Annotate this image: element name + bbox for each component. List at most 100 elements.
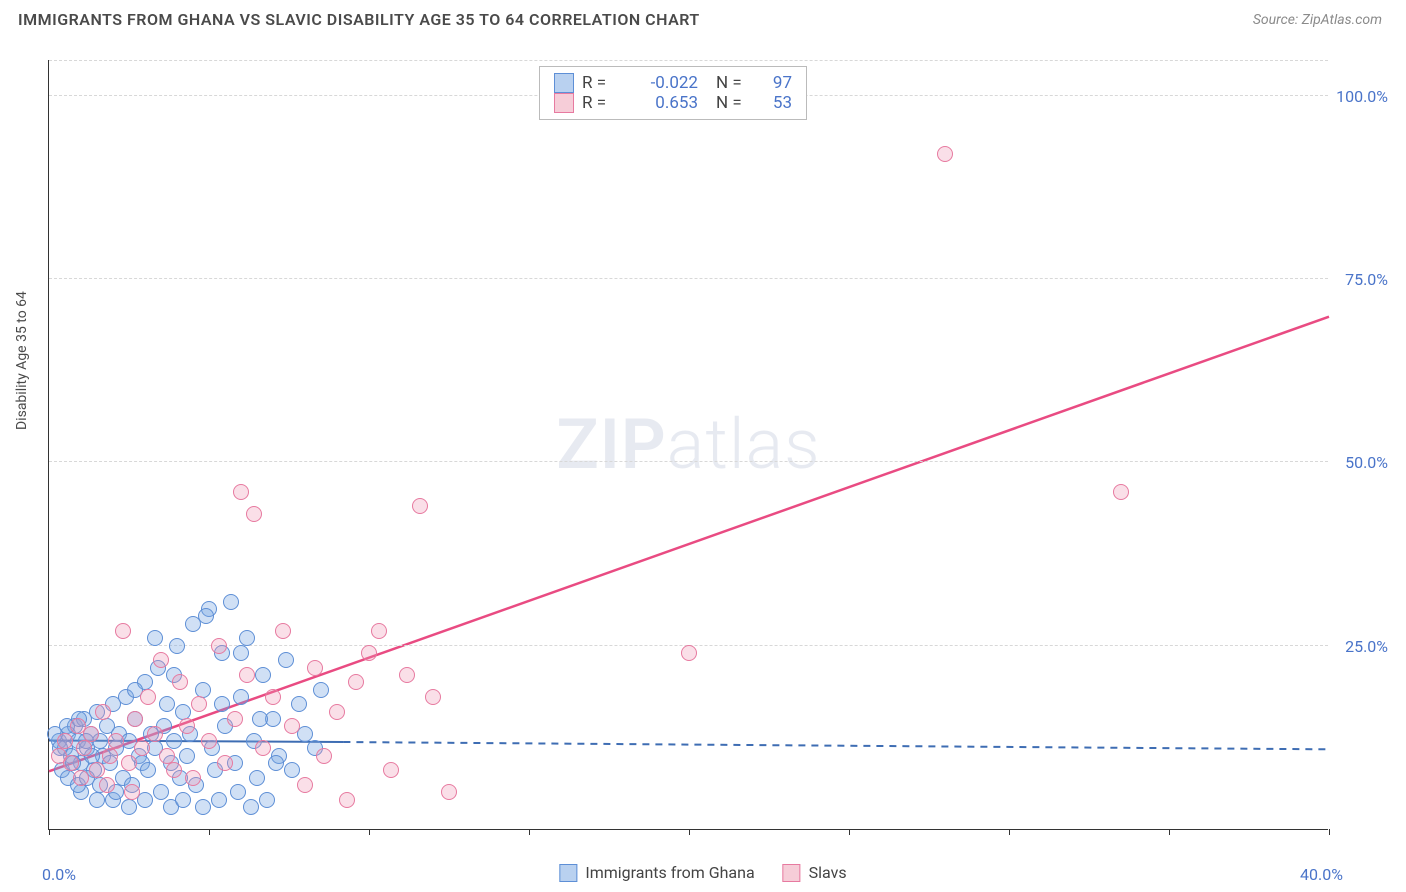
slavs-point xyxy=(412,498,428,514)
slavs-point xyxy=(153,652,169,668)
slavs-point xyxy=(425,689,441,705)
slavs-point xyxy=(681,645,697,661)
slavs-point xyxy=(89,762,105,778)
slavs-point xyxy=(339,792,355,808)
slavs-point xyxy=(108,733,124,749)
slavs-point xyxy=(255,740,271,756)
slavs-point xyxy=(76,740,92,756)
legend-n-label: N = xyxy=(716,93,750,113)
legend-swatch xyxy=(559,864,577,882)
legend-corr-row: R = 0.653 N = 53 xyxy=(554,93,792,113)
y-tick-label: 50.0% xyxy=(1345,453,1388,472)
slavs-point xyxy=(121,755,137,771)
slavs-point xyxy=(265,689,281,705)
slavs-point xyxy=(134,740,150,756)
chart-plot-area: ZIPatlas R = -0.022 N = 97 R = 0.653 N = 53 xyxy=(48,60,1328,830)
legend-series: Immigrants from Ghana Slavs xyxy=(559,863,846,882)
ghana-point xyxy=(214,696,230,712)
source-attribution: Source: ZipAtlas.com xyxy=(1253,12,1382,28)
slavs-point xyxy=(371,623,387,639)
ghana-point xyxy=(249,770,265,786)
ghana-point xyxy=(252,711,268,727)
ghana-point xyxy=(278,652,294,668)
legend-swatch xyxy=(783,864,801,882)
slavs-point xyxy=(217,755,233,771)
x-tick xyxy=(849,829,850,835)
slavs-point xyxy=(233,484,249,500)
ghana-point xyxy=(255,667,271,683)
ghana-point xyxy=(169,638,185,654)
x-tick-label: 0.0% xyxy=(42,865,76,884)
ghana-point xyxy=(284,762,300,778)
slavs-point xyxy=(191,696,207,712)
y-axis-label: Disability Age 35 to 64 xyxy=(14,291,30,430)
ghana-point xyxy=(268,755,284,771)
slavs-point xyxy=(329,704,345,720)
ghana-point xyxy=(291,696,307,712)
legend-n-value: 53 xyxy=(758,93,792,113)
slavs-point xyxy=(239,667,255,683)
x-tick xyxy=(1329,829,1330,835)
slavs-point xyxy=(115,623,131,639)
legend-r-label: R = xyxy=(582,93,618,113)
ghana-point xyxy=(198,608,214,624)
legend-correlation: R = -0.022 N = 97 R = 0.653 N = 53 xyxy=(539,66,807,120)
ghana-point xyxy=(140,762,156,778)
slavs-point xyxy=(297,777,313,793)
ghana-point xyxy=(195,682,211,698)
gridline xyxy=(49,60,1328,61)
slavs-point xyxy=(127,711,143,727)
slavs-point xyxy=(166,762,182,778)
slavs-point xyxy=(937,146,953,162)
ghana-point xyxy=(179,748,195,764)
slavs-point xyxy=(172,674,188,690)
slavs-point xyxy=(159,748,175,764)
x-tick xyxy=(689,829,690,835)
legend-series-label: Immigrants from Ghana xyxy=(585,863,754,882)
slavs-point xyxy=(441,784,457,800)
slavs-point xyxy=(227,711,243,727)
slavs-point xyxy=(316,748,332,764)
ghana-point xyxy=(166,733,182,749)
ghana-point xyxy=(313,682,329,698)
x-tick xyxy=(209,829,210,835)
slavs-point xyxy=(63,755,79,771)
slavs-point xyxy=(201,733,217,749)
watermark: ZIPatlas xyxy=(556,404,820,486)
gridline xyxy=(49,461,1328,462)
x-tick xyxy=(369,829,370,835)
ghana-point xyxy=(233,645,249,661)
slavs-point xyxy=(95,704,111,720)
ghana-point xyxy=(211,792,227,808)
legend-swatch xyxy=(554,93,574,113)
ghana-point xyxy=(195,799,211,815)
ghana-point xyxy=(147,630,163,646)
legend-r-label: R = xyxy=(582,73,618,93)
slavs-point xyxy=(399,667,415,683)
legend-r-value: -0.022 xyxy=(626,73,698,93)
legend-r-value: 0.653 xyxy=(626,93,698,113)
ghana-point xyxy=(159,696,175,712)
ghana-point xyxy=(243,799,259,815)
slavs-point xyxy=(102,748,118,764)
slavs-point xyxy=(307,660,323,676)
chart-title: IMMIGRANTS FROM GHANA VS SLAVIC DISABILI… xyxy=(18,10,700,29)
slavs-point xyxy=(83,726,99,742)
y-tick-label: 100.0% xyxy=(1336,87,1388,106)
ghana-point xyxy=(153,784,169,800)
legend-n-label: N = xyxy=(716,73,750,93)
legend-series-label: Slavs xyxy=(809,863,847,882)
x-tick xyxy=(1169,829,1170,835)
slavs-point xyxy=(57,733,73,749)
gridline xyxy=(49,278,1328,279)
slavs-point xyxy=(147,726,163,742)
legend-swatch xyxy=(554,73,574,93)
slavs-point xyxy=(348,674,364,690)
ghana-point xyxy=(223,594,239,610)
ghana-point xyxy=(175,792,191,808)
slavs-point xyxy=(275,623,291,639)
ghana-point xyxy=(89,792,105,808)
legend-n-value: 97 xyxy=(758,73,792,93)
ghana-point xyxy=(121,799,137,815)
x-tick xyxy=(529,829,530,835)
